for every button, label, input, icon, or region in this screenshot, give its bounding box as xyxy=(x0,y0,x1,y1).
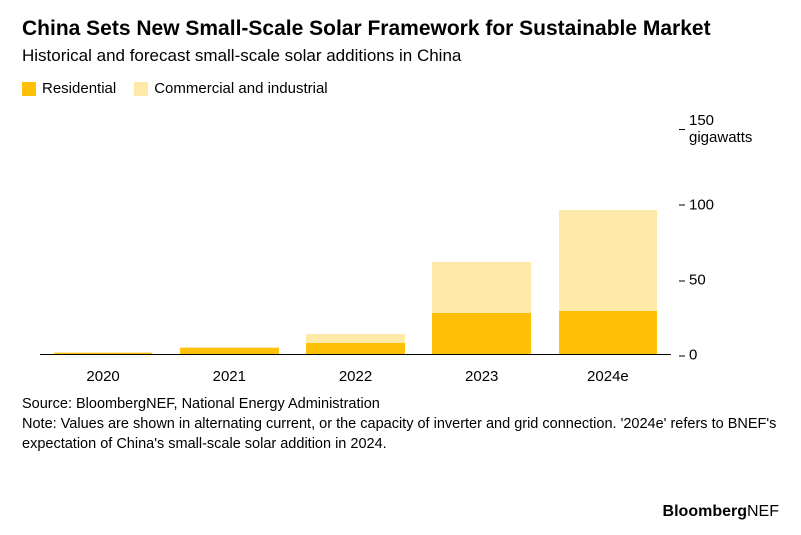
bar-segment-residential xyxy=(180,348,278,354)
chart-area: 0 50 100 150 gigawatts 20202021202220232024… xyxy=(22,105,779,385)
x-tick-label: 2023 xyxy=(419,368,545,385)
y-tick-label: 50 xyxy=(679,272,779,289)
legend-item-commercial: Commercial and industrial xyxy=(134,80,327,97)
bar-segment-commercial xyxy=(432,262,530,313)
bar xyxy=(432,210,530,354)
legend-item-residential: Residential xyxy=(22,80,116,97)
bar-segment-residential xyxy=(54,353,152,355)
source-line: Source: BloombergNEF, National Energy Ad… xyxy=(22,395,779,415)
x-axis-labels: 20202021202220232024e xyxy=(40,368,671,385)
x-tick-label: 2021 xyxy=(166,368,292,385)
y-tick-label: 0 xyxy=(679,347,779,364)
bar-slot xyxy=(545,129,671,354)
bar-slot xyxy=(166,129,292,354)
bar xyxy=(559,174,657,354)
bar xyxy=(306,287,404,355)
bar-segment-commercial xyxy=(306,334,404,343)
bars-container xyxy=(40,129,671,355)
bar-segment-residential xyxy=(432,313,530,354)
legend-label-residential: Residential xyxy=(42,80,116,97)
legend-label-commercial: Commercial and industrial xyxy=(154,80,327,97)
y-axis-ticks: 0 50 100 150 gigawatts xyxy=(671,105,779,385)
bar-slot xyxy=(419,129,545,354)
y-tick-label: 100 xyxy=(679,196,779,213)
note-line: Note: Values are shown in alternating cu… xyxy=(22,415,779,454)
legend-swatch-commercial xyxy=(134,82,148,96)
x-tick-label: 2022 xyxy=(292,368,418,385)
plot-area xyxy=(40,129,671,355)
bar-segment-commercial xyxy=(559,210,657,311)
brand-bold: Bloomberg xyxy=(663,503,747,520)
chart-title: China Sets New Small-Scale Solar Framewo… xyxy=(22,16,779,41)
bar-slot xyxy=(292,129,418,354)
brand-rest: NEF xyxy=(747,503,779,520)
bar-slot xyxy=(40,129,166,354)
legend-swatch-residential xyxy=(22,82,36,96)
chart-footer: Source: BloombergNEF, National Energy Ad… xyxy=(22,395,779,454)
bar-segment-residential xyxy=(306,343,404,354)
x-tick-label: 2024e xyxy=(545,368,671,385)
brand-logo: BloombergNEF xyxy=(663,503,779,521)
x-tick-label: 2020 xyxy=(40,368,166,385)
bar xyxy=(180,312,278,354)
bar-segment-residential xyxy=(559,311,657,354)
legend: Residential Commercial and industrial xyxy=(22,80,779,97)
bar xyxy=(54,332,152,355)
chart-subtitle: Historical and forecast small-scale sola… xyxy=(22,45,779,66)
y-tick-label: 150 gigawatts xyxy=(679,112,779,146)
